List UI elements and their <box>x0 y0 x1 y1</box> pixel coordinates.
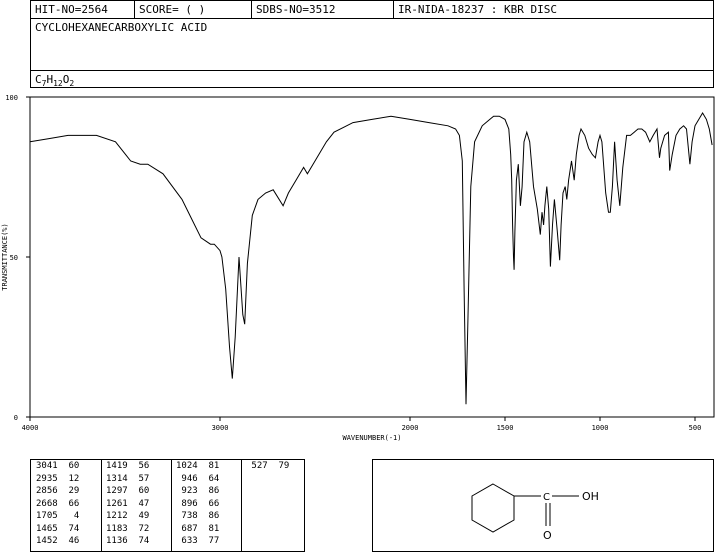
peak-column-4: 527 79 <box>246 460 289 551</box>
y-axis-label: TRANSMITTANCE(%) <box>1 223 9 290</box>
molecular-formula: C7H12O2 <box>35 73 75 88</box>
peak-column-1: 3041 60 2935 12 2856 29 2668 66 1705 4 1… <box>36 460 79 551</box>
peak-entry: 3041 60 <box>36 461 80 471</box>
ir-spectrum-chart: 4000 3000 2000 1500 1000 500 0 50 100 WAVENUMBE… <box>1 94 715 442</box>
y-tick-label: 0 <box>14 414 18 422</box>
peak-entry: 1297 60 <box>106 486 150 496</box>
peak-column-2: 1419 56 1314 57 1297 60 1261 47 1212 49 … <box>106 460 149 551</box>
score: SCORE= ( ) <box>139 3 206 16</box>
peak-entry: 1314 57 <box>106 473 150 484</box>
peak-entry: 633 77 <box>176 536 220 546</box>
peak-entry: 1705 4 <box>36 511 80 521</box>
hydroxyl-label: OH <box>582 490 599 503</box>
x-tick-label: 500 <box>689 424 702 432</box>
peak-entry: 687 81 <box>176 523 220 534</box>
y-tick-label: 50 <box>10 254 18 262</box>
plot-frame <box>29 96 715 418</box>
peak-entry: 527 79 <box>246 461 290 471</box>
peak-column-3: 1024 81 946 64 923 86 896 66 738 86 687 … <box>176 460 219 551</box>
x-tick-label: 2000 <box>402 424 419 432</box>
hit-number: HIT-NO=2564 <box>35 3 108 16</box>
peak-entry: 946 64 <box>176 473 220 484</box>
header-info-row: HIT-NO=2564 SCORE= ( ) SDBS-NO=3512 IR-N… <box>31 1 713 18</box>
carbon-label: C <box>543 492 550 503</box>
y-axis-ticks: 0 50 100 <box>5 94 30 422</box>
compound-name-row: CYCLOHEXANECARBOXYLIC ACID <box>31 18 713 71</box>
spectrum-series-line <box>29 112 713 405</box>
peak-entry: 1465 74 <box>36 523 80 534</box>
peak-entry: 923 86 <box>176 486 220 496</box>
peak-table: 3041 60 2935 12 2856 29 2668 66 1705 4 1… <box>30 459 305 552</box>
carbonyl-oxygen-label: O <box>543 529 552 542</box>
peak-entry: 1136 74 <box>106 536 150 546</box>
x-tick-label: 1000 <box>592 424 609 432</box>
peak-entry: 738 86 <box>176 511 220 521</box>
x-tick-label: 4000 <box>22 424 39 432</box>
structure-box: C OH O <box>372 459 714 552</box>
peak-entry: 1212 49 <box>106 511 150 521</box>
compound-name: CYCLOHEXANECARBOXYLIC ACID <box>35 21 208 34</box>
peak-entry: 1452 46 <box>36 536 80 546</box>
spectrum-header: HIT-NO=2564 SCORE= ( ) SDBS-NO=3512 IR-N… <box>30 0 714 88</box>
peak-entry: 1261 47 <box>106 498 150 509</box>
peak-entry: 2856 29 <box>36 486 80 496</box>
x-axis-ticks: 4000 3000 2000 1500 1000 500 <box>22 417 702 432</box>
peak-entry: 1419 56 <box>106 461 150 471</box>
x-tick-label: 3000 <box>212 424 229 432</box>
x-axis-label: WAVENUMBER(-1) <box>342 434 401 442</box>
molecule-structure: C OH O <box>471 483 599 542</box>
cyclohexane-ring <box>471 483 515 533</box>
y-tick-label: 100 <box>5 94 18 102</box>
peak-entry: 1183 72 <box>106 523 150 534</box>
peak-entry: 2668 66 <box>36 498 80 509</box>
sdbs-number: SDBS-NO=3512 <box>256 3 336 16</box>
peak-entry: 2935 12 <box>36 473 80 484</box>
peak-entry: 896 66 <box>176 498 220 509</box>
x-tick-label: 1500 <box>497 424 514 432</box>
formula-row: C7H12O2 <box>31 71 713 88</box>
ir-source-info: IR-NIDA-18237 : KBR DISC <box>398 3 557 16</box>
peak-entry: 1024 81 <box>176 461 220 471</box>
